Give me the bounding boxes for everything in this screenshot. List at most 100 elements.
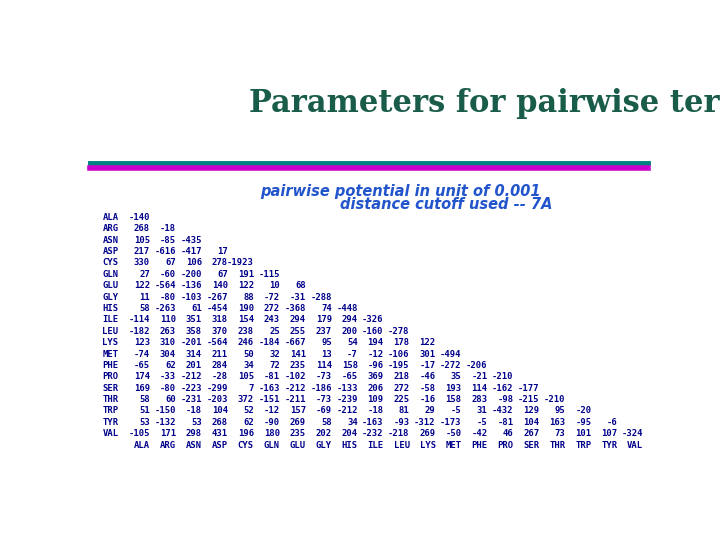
Text: VAL: VAL <box>102 429 119 438</box>
Text: 194: 194 <box>368 338 384 347</box>
Text: 27: 27 <box>139 270 150 279</box>
Text: 81: 81 <box>399 407 410 415</box>
Text: -114: -114 <box>129 315 150 325</box>
Text: 163: 163 <box>549 418 565 427</box>
Text: PRO: PRO <box>498 441 513 450</box>
Text: 95: 95 <box>554 407 565 415</box>
Text: 61: 61 <box>192 304 202 313</box>
Text: 50: 50 <box>243 349 254 359</box>
Text: 206: 206 <box>368 384 384 393</box>
Text: -417: -417 <box>181 247 202 256</box>
Text: -18: -18 <box>160 224 176 233</box>
Text: SER: SER <box>102 384 119 393</box>
Text: ILE: ILE <box>368 441 384 450</box>
Text: -72: -72 <box>264 293 280 301</box>
Text: -212: -212 <box>336 407 358 415</box>
Text: -667: -667 <box>284 338 306 347</box>
Text: -21: -21 <box>472 372 487 381</box>
Text: -90: -90 <box>264 418 280 427</box>
Text: -163: -163 <box>362 418 384 427</box>
Text: LYS: LYS <box>102 338 119 347</box>
Text: 105: 105 <box>134 235 150 245</box>
Text: 54: 54 <box>347 338 358 347</box>
Text: ARG: ARG <box>160 441 176 450</box>
Text: 268: 268 <box>212 418 228 427</box>
Text: 283: 283 <box>472 395 487 404</box>
Text: 104: 104 <box>212 407 228 415</box>
Text: -564: -564 <box>155 281 176 290</box>
Text: TRP: TRP <box>102 407 119 415</box>
Text: 122: 122 <box>420 338 436 347</box>
Text: PHE: PHE <box>472 441 487 450</box>
Text: 107: 107 <box>601 429 617 438</box>
Text: -31: -31 <box>289 293 306 301</box>
Text: -454: -454 <box>207 304 228 313</box>
Text: CYS: CYS <box>238 441 254 450</box>
Text: -74: -74 <box>134 349 150 359</box>
Text: 431: 431 <box>212 429 228 438</box>
Text: -210: -210 <box>544 395 565 404</box>
Text: 202: 202 <box>315 429 332 438</box>
Text: -50: -50 <box>446 429 462 438</box>
Text: 268: 268 <box>134 224 150 233</box>
Text: 58: 58 <box>139 395 150 404</box>
Text: -186: -186 <box>310 384 332 393</box>
Text: -132: -132 <box>155 418 176 427</box>
Text: -177: -177 <box>518 384 539 393</box>
Text: 17: 17 <box>217 247 228 256</box>
Text: 180: 180 <box>264 429 280 438</box>
Text: 196: 196 <box>238 429 254 438</box>
Text: 298: 298 <box>186 429 202 438</box>
Text: 263: 263 <box>160 327 176 336</box>
Text: ASN: ASN <box>186 441 202 450</box>
Text: -81: -81 <box>498 418 513 427</box>
Text: PRO: PRO <box>102 372 119 381</box>
Text: 72: 72 <box>269 361 280 370</box>
Text: 106: 106 <box>186 258 202 267</box>
Text: Parameters for pairwise term: Parameters for pairwise term <box>249 88 720 119</box>
Text: 269: 269 <box>289 418 306 427</box>
Text: ILE: ILE <box>102 315 119 325</box>
Text: 105: 105 <box>238 372 254 381</box>
Text: -232: -232 <box>362 429 384 438</box>
Text: 140: 140 <box>212 281 228 290</box>
Text: 157: 157 <box>289 407 306 415</box>
Text: 10: 10 <box>269 281 280 290</box>
Text: -211: -211 <box>284 395 306 404</box>
Text: 243: 243 <box>264 315 280 325</box>
Text: 272: 272 <box>264 304 280 313</box>
Text: 200: 200 <box>341 327 358 336</box>
Text: 114: 114 <box>472 384 487 393</box>
Text: -203: -203 <box>207 395 228 404</box>
Text: GLU: GLU <box>289 441 306 450</box>
Text: 53: 53 <box>192 418 202 427</box>
Text: 13: 13 <box>321 349 332 359</box>
Text: 67: 67 <box>217 270 228 279</box>
Text: -1923: -1923 <box>227 258 254 267</box>
Text: -80: -80 <box>160 384 176 393</box>
Text: 178: 178 <box>394 338 410 347</box>
Text: -494: -494 <box>440 349 462 359</box>
Text: 318: 318 <box>212 315 228 325</box>
Text: CYS: CYS <box>102 258 119 267</box>
Text: -42: -42 <box>472 429 487 438</box>
Text: 238: 238 <box>238 327 254 336</box>
Text: PHE: PHE <box>102 361 119 370</box>
Text: -150: -150 <box>155 407 176 415</box>
Text: 104: 104 <box>523 418 539 427</box>
Text: -299: -299 <box>207 384 228 393</box>
Text: 158: 158 <box>446 395 462 404</box>
Text: 246: 246 <box>238 338 254 347</box>
Text: -140: -140 <box>129 213 150 222</box>
Text: 52: 52 <box>243 407 254 415</box>
Text: 68: 68 <box>295 281 306 290</box>
Text: 122: 122 <box>238 281 254 290</box>
Text: -133: -133 <box>336 384 358 393</box>
Text: -17: -17 <box>420 361 436 370</box>
Text: 114: 114 <box>315 361 332 370</box>
Text: -223: -223 <box>181 384 202 393</box>
Text: -616: -616 <box>155 247 176 256</box>
Text: -12: -12 <box>368 349 384 359</box>
Text: -60: -60 <box>160 270 176 279</box>
Text: -272: -272 <box>440 361 462 370</box>
